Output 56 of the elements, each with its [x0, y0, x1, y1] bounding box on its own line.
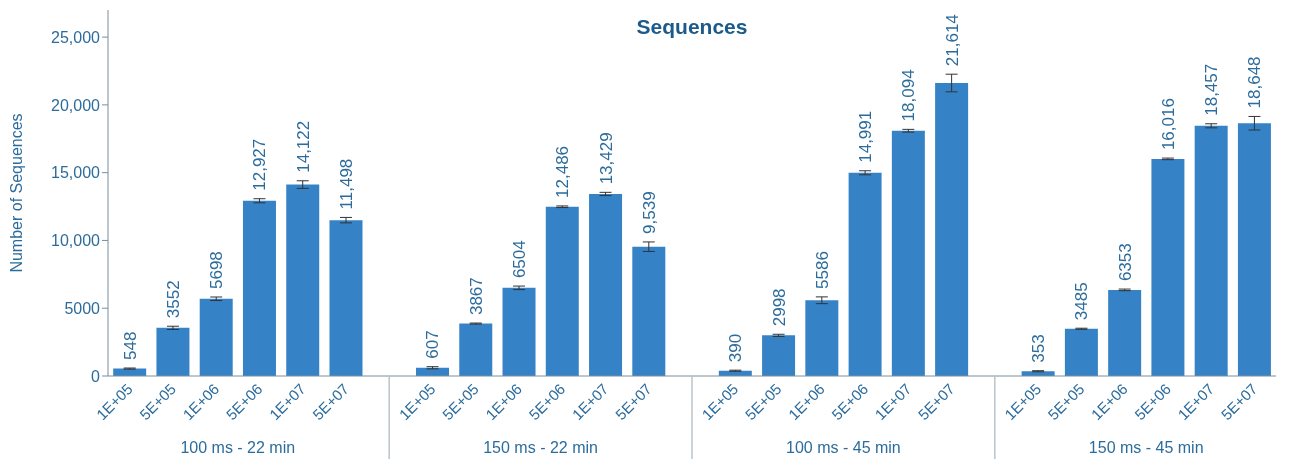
y-axis-title: Number of Sequences	[7, 113, 25, 273]
chart-title: Sequences	[636, 15, 748, 38]
bar	[459, 323, 493, 376]
bar	[286, 184, 320, 376]
bar	[848, 172, 882, 376]
data-label: 2998	[769, 288, 789, 327]
bar	[935, 83, 969, 376]
bar	[589, 193, 623, 376]
data-label: 3552	[163, 280, 183, 319]
data-label: 548	[120, 331, 140, 361]
text: 100 ms - 22 min	[180, 439, 296, 456]
bar	[199, 298, 233, 376]
bar	[891, 130, 925, 376]
y-tick-label: 15,000	[51, 164, 101, 182]
bar	[1194, 125, 1228, 376]
data-label: 13,429	[596, 132, 616, 185]
data-label: 353	[1029, 334, 1049, 363]
data-label: 6353	[1115, 243, 1135, 282]
bar	[545, 206, 579, 376]
data-label: 18,457	[1202, 63, 1222, 116]
y-tick-label: 0	[91, 367, 101, 385]
bar	[632, 246, 666, 376]
y-tick-label: 25,000	[51, 28, 101, 46]
data-label: 5698	[207, 251, 227, 289]
data-label: 21,614	[942, 14, 962, 67]
text: 150 ms - 22 min	[483, 439, 598, 456]
bar	[1064, 328, 1098, 376]
data-label: 16,016	[1158, 98, 1178, 151]
bar	[156, 327, 190, 376]
bar	[329, 220, 363, 376]
bar	[1151, 158, 1185, 376]
bar	[762, 335, 796, 376]
data-label: 14,122	[293, 120, 313, 173]
bar	[1108, 289, 1142, 376]
bar	[1237, 123, 1271, 376]
y-tick-label: 20,000	[51, 96, 101, 114]
y-tick-label: 10,000	[51, 232, 101, 250]
data-label: 18,094	[899, 69, 919, 122]
y-tick-label: 5000	[64, 299, 101, 317]
bar	[242, 200, 276, 376]
data-label: 607	[423, 330, 443, 359]
data-label: 3485	[1072, 282, 1092, 321]
data-label: 12,927	[250, 138, 270, 191]
data-label: 18,648	[1245, 56, 1265, 109]
text: 100 ms - 45 min	[786, 439, 901, 456]
data-label: 12,486	[553, 145, 573, 198]
data-label: 14,991	[856, 110, 876, 163]
data-label: 5586	[812, 251, 832, 289]
bar	[502, 287, 536, 376]
data-label: 9,539	[639, 191, 659, 234]
text: 150 ms - 45 min	[1088, 439, 1204, 456]
data-label: 390	[726, 333, 746, 363]
data-label: 3867	[466, 277, 486, 316]
bar	[805, 300, 839, 376]
data-label: 11,498	[336, 158, 356, 210]
data-label: 6504	[510, 240, 530, 279]
